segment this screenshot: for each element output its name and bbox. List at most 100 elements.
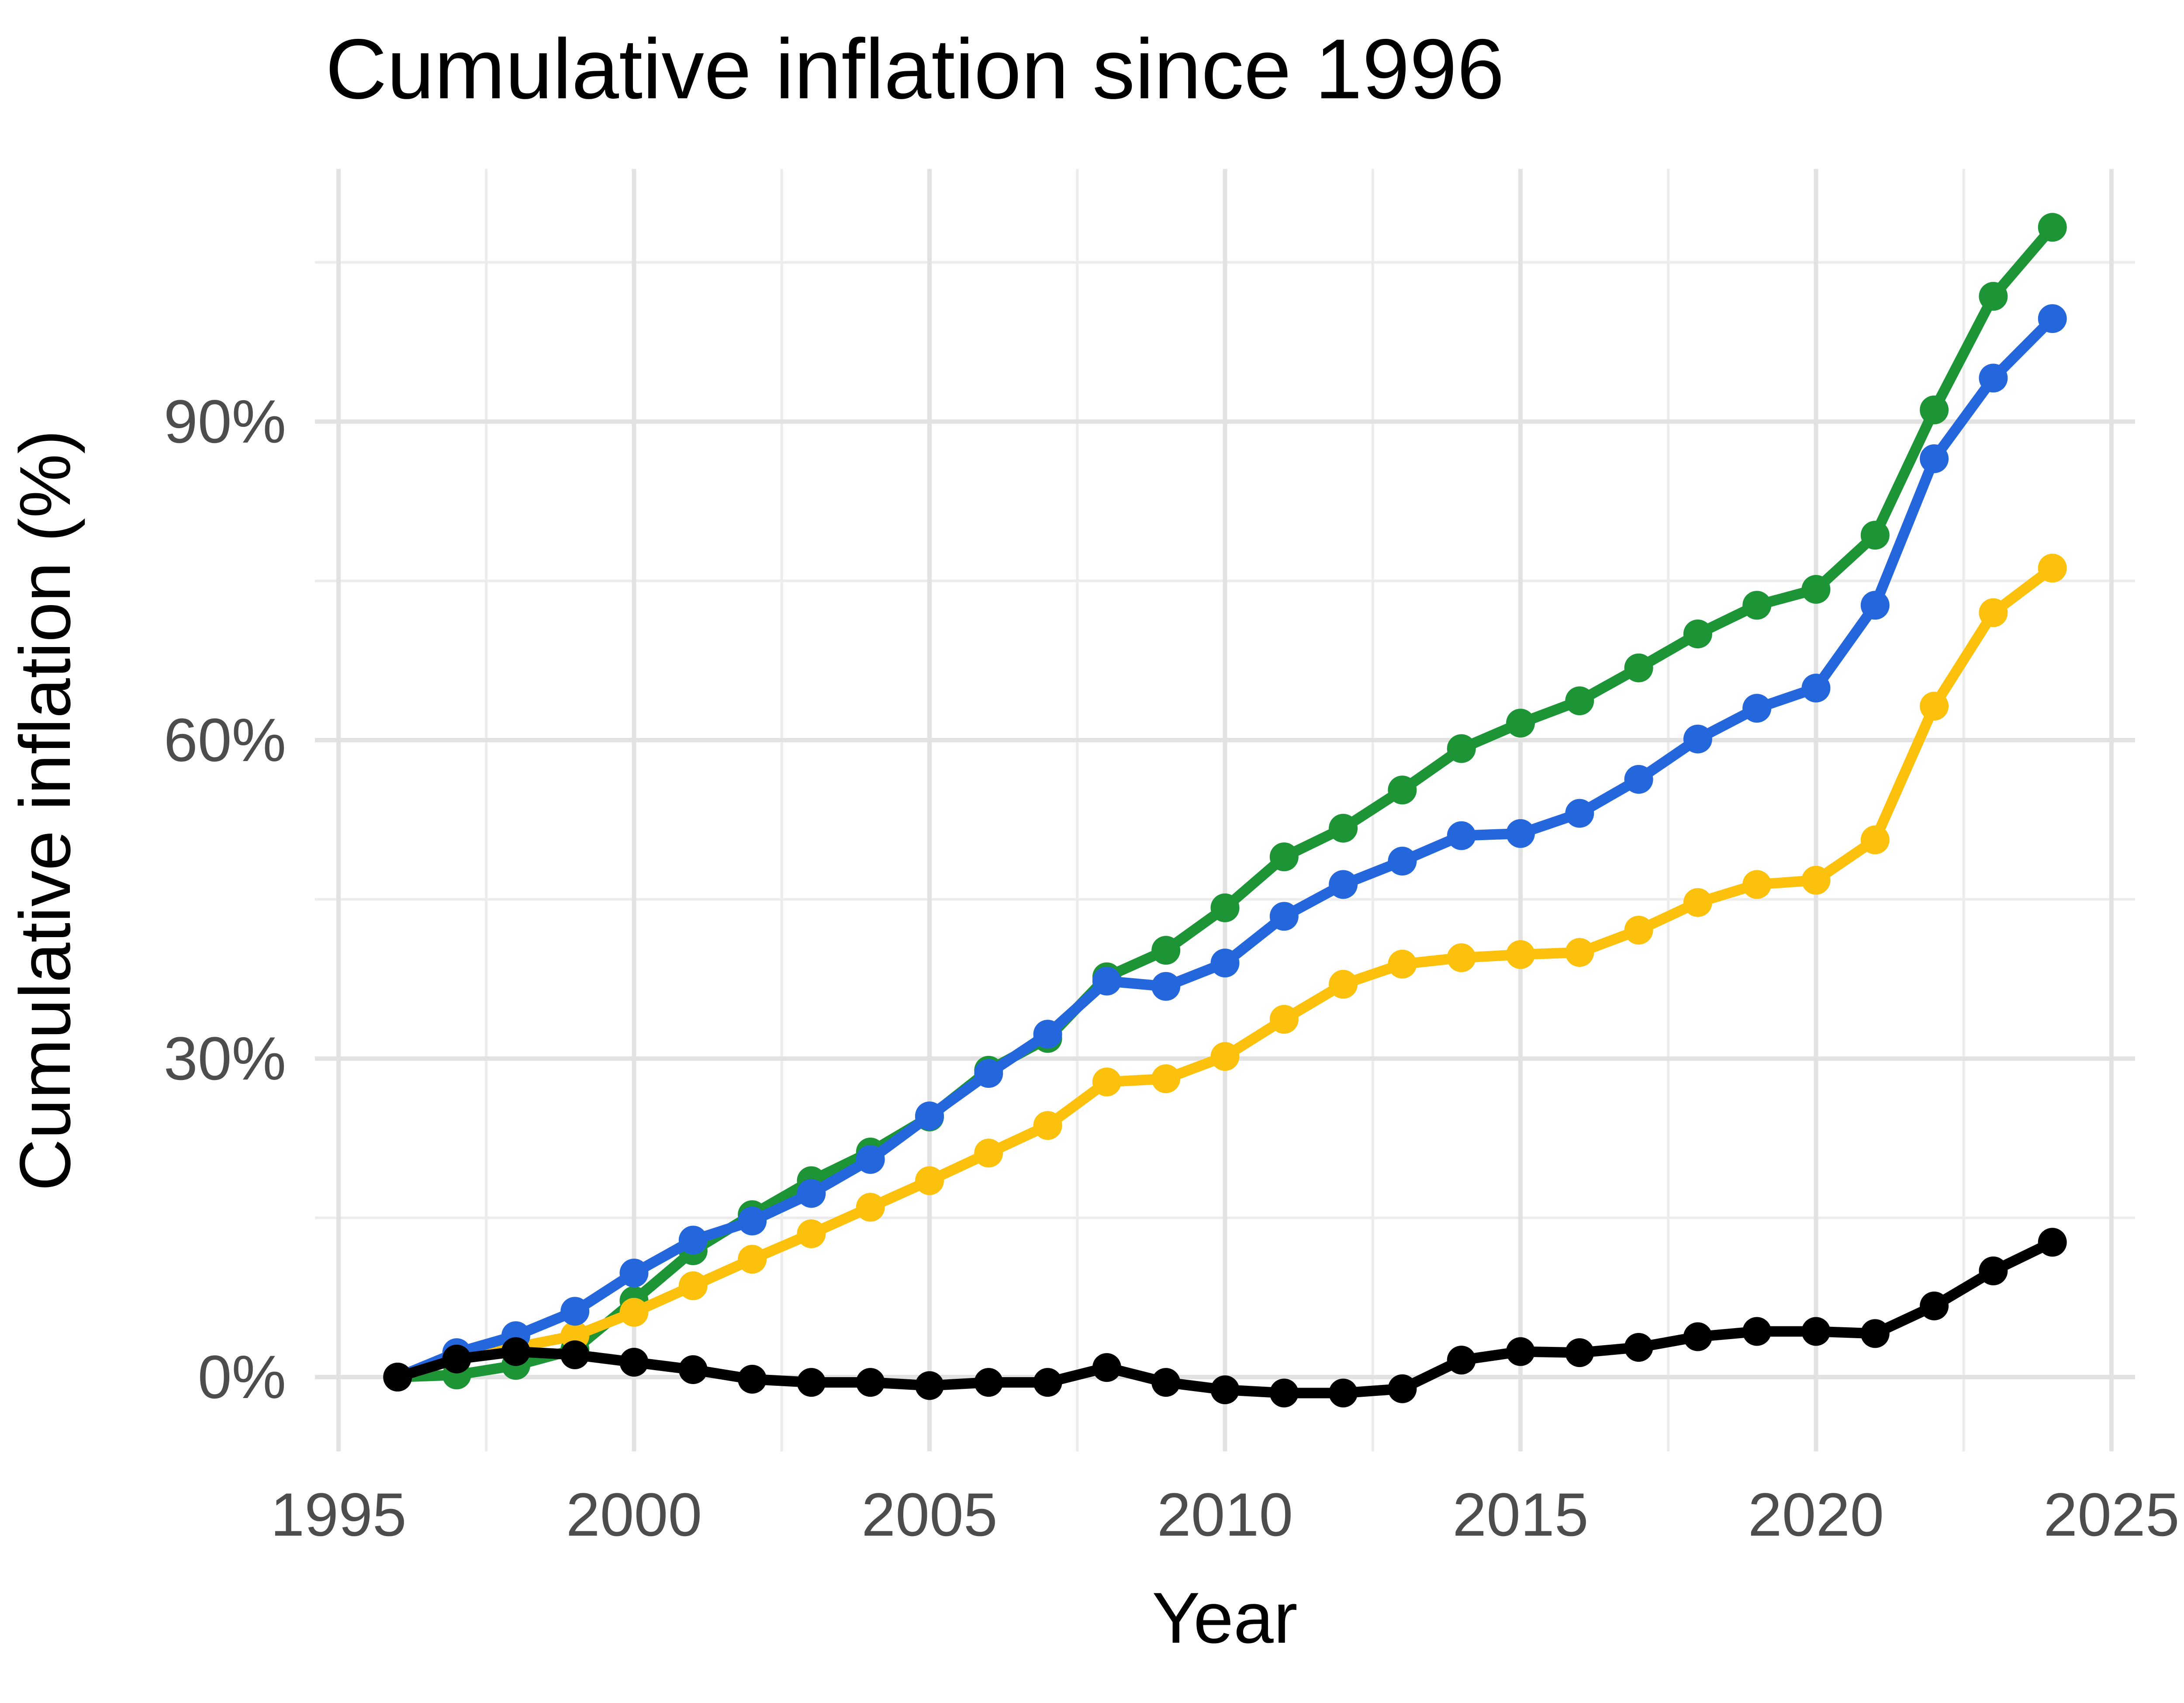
data-point: [1979, 282, 2008, 311]
data-point: [1033, 1368, 1062, 1397]
y-tick-label: 60%: [164, 706, 286, 774]
data-point: [1388, 950, 1417, 979]
data-point: [1447, 1346, 1476, 1374]
data-point: [1506, 1337, 1535, 1366]
data-point: [1033, 1111, 1062, 1140]
y-axis-title: Cumulative inflation (%): [5, 430, 85, 1191]
data-point: [1329, 970, 1358, 999]
data-point: [679, 1355, 708, 1384]
data-point: [1151, 936, 1180, 965]
data-point: [1624, 765, 1653, 794]
data-point: [1270, 1378, 1299, 1407]
data-point: [1920, 692, 1949, 720]
data-point: [1388, 1374, 1417, 1403]
y-tick-label: 90%: [164, 387, 286, 456]
y-tick-label: 0%: [198, 1343, 286, 1411]
x-tick-label: 2000: [566, 1480, 702, 1549]
data-point: [856, 1145, 885, 1174]
data-point: [1506, 940, 1535, 969]
data-point: [1506, 819, 1535, 848]
x-tick-label: 2015: [1452, 1480, 1588, 1549]
data-point: [1742, 591, 1771, 620]
data-point: [679, 1226, 708, 1255]
data-point: [1565, 1338, 1594, 1367]
data-point: [1802, 866, 1831, 895]
data-point: [738, 1245, 767, 1274]
data-point: [1920, 1291, 1949, 1320]
data-point: [1861, 1319, 1890, 1348]
data-point: [1151, 1368, 1180, 1397]
data-point: [1565, 799, 1594, 828]
data-point: [856, 1368, 885, 1397]
data-point: [679, 1271, 708, 1300]
data-point: [1624, 1333, 1653, 1362]
data-point: [1092, 1067, 1121, 1096]
data-point: [974, 1059, 1003, 1088]
data-point: [620, 1298, 649, 1327]
data-point: [974, 1368, 1003, 1397]
x-tick-label: 1995: [270, 1480, 406, 1549]
data-point: [1092, 967, 1121, 996]
data-point: [915, 1166, 944, 1195]
data-point: [1151, 1064, 1180, 1093]
data-point: [1092, 1353, 1121, 1382]
x-axis-title: Year: [1152, 1578, 1297, 1658]
data-point: [1683, 620, 1712, 648]
y-tick-label: 30%: [164, 1024, 286, 1093]
data-point: [1388, 847, 1417, 876]
data-point: [797, 1179, 826, 1208]
data-point: [1447, 821, 1476, 850]
data-point: [560, 1297, 589, 1326]
data-point: [1861, 521, 1890, 550]
data-point: [1270, 1005, 1299, 1034]
data-point: [1624, 654, 1653, 682]
data-point: [1920, 395, 1949, 424]
data-point: [738, 1365, 767, 1394]
data-point: [1447, 943, 1476, 972]
data-point: [1742, 1317, 1771, 1346]
data-point: [1683, 725, 1712, 754]
data-point: [1388, 775, 1417, 804]
data-point: [1329, 1378, 1358, 1407]
data-point: [1270, 902, 1299, 931]
data-point: [560, 1340, 589, 1369]
data-point: [1211, 893, 1240, 922]
data-point: [1979, 598, 2008, 627]
data-point: [1742, 694, 1771, 723]
data-point: [1151, 972, 1180, 1001]
data-point: [974, 1139, 1003, 1167]
data-point: [1033, 1020, 1062, 1049]
data-point: [1565, 686, 1594, 715]
data-point: [1920, 444, 1949, 473]
data-point: [1683, 888, 1712, 917]
data-point: [1624, 916, 1653, 945]
data-point: [1329, 870, 1358, 899]
x-tick-label: 2020: [1748, 1480, 1884, 1549]
data-point: [2038, 213, 2067, 242]
data-point: [1802, 674, 1831, 703]
data-point: [1742, 870, 1771, 899]
data-point: [797, 1368, 826, 1397]
data-point: [1565, 938, 1594, 967]
data-point: [1861, 825, 1890, 854]
data-point: [1683, 1322, 1712, 1351]
data-point: [1979, 363, 2008, 392]
data-point: [856, 1193, 885, 1222]
data-point: [1211, 948, 1240, 977]
data-point: [620, 1348, 649, 1377]
data-point: [2038, 304, 2067, 333]
data-point: [915, 1101, 944, 1130]
data-point: [1447, 734, 1476, 763]
x-tick-label: 2025: [2043, 1480, 2179, 1549]
data-point: [738, 1207, 767, 1236]
chart-title: Cumulative inflation since 1996: [325, 21, 1504, 117]
data-point: [1506, 709, 1535, 737]
data-point: [383, 1363, 412, 1391]
data-point: [620, 1259, 649, 1288]
data-point: [442, 1345, 471, 1374]
data-point: [2038, 554, 2067, 582]
data-point: [1802, 1317, 1831, 1346]
x-tick-label: 2005: [861, 1480, 997, 1549]
